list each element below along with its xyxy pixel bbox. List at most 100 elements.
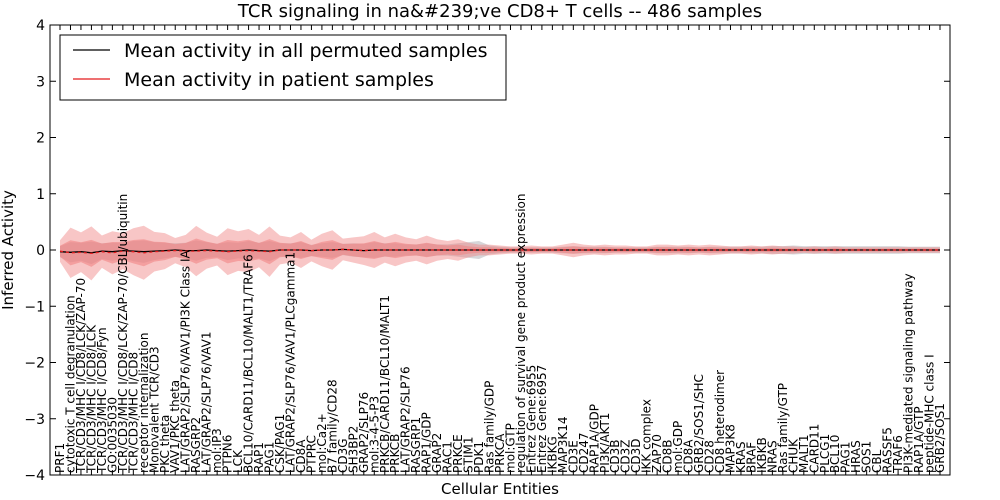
entity-label: NRAS — [765, 440, 779, 473]
entity-label: Monovalent TCR/CD3 — [147, 346, 161, 473]
entity-label: CD3E — [566, 440, 580, 473]
entity-label: PTPN6 — [221, 435, 235, 473]
y-tick-label: −2 — [24, 356, 45, 372]
entity-label: HRAS — [849, 440, 863, 473]
y-tick-label: 4 — [36, 18, 45, 34]
entity-label: TCR/CD3/MHC I/CD8 — [126, 352, 140, 474]
y-tick-label: −1 — [24, 299, 45, 315]
entity-label: CD247 — [577, 432, 591, 473]
entity-label: RAP1 — [252, 442, 266, 473]
y-tick-label: −4 — [24, 468, 45, 484]
entity-label: LAT/GRAP2/SLP76 — [399, 366, 413, 473]
entity-label: LAT/GRAP2/SLP76/VAV1 — [200, 332, 214, 473]
entity-label: TCR/CD3/MHC I/CD8/Fyn — [95, 327, 109, 474]
entity-label: PAG1 — [263, 442, 277, 473]
entity-label: Entrez Gene:6955 — [524, 365, 538, 473]
entity-label: PTPRC — [304, 435, 318, 473]
entity-label: cytotoxic T cell degranulation — [64, 295, 78, 473]
legend-permuted-label: Mean activity in all permuted samples — [124, 40, 487, 62]
entity-label: receptor internalization — [137, 333, 151, 473]
chart-title: TCR signaling in na&#239;ve CD8+ T cells… — [237, 1, 762, 22]
entity-label: BCL10 — [828, 435, 842, 473]
entity-label: TCR/CD3/MHC I/CD8/LCK/ZAP-70 — [74, 278, 88, 474]
entity-label: PRKCA — [493, 433, 507, 473]
entity-label: RAP1A/GTP — [912, 406, 926, 473]
entity-label: CD3B — [608, 440, 622, 474]
y-axis-label: Inferred Activity — [0, 190, 17, 310]
entity-label: Entrez Gene:6957 — [535, 365, 549, 473]
entity-label: PAG1 — [839, 442, 853, 473]
entity-label: RASGRP1 — [409, 417, 423, 473]
y-tick-label: 2 — [36, 131, 45, 147]
entity-label: CD3G — [336, 438, 350, 473]
legend-box — [59, 34, 507, 101]
entity-label: GO:0035030 — [105, 397, 119, 473]
entity-label: CD3Z — [619, 440, 633, 473]
entity-label: MAP3K14 — [556, 416, 570, 473]
y-tick-label: 0 — [36, 243, 45, 259]
entity-label: CD8A — [294, 439, 308, 473]
entity-label: RAC1 — [441, 441, 455, 473]
entity-label: BCL10/CARD11/BCL10/MALT1/TRAF6 — [242, 254, 256, 473]
entity-label: RASSF5 — [881, 427, 895, 473]
entity-label: mol:GTP — [504, 423, 518, 473]
entity-label: ZAP70 — [650, 434, 664, 473]
y-tick-label: 3 — [36, 74, 45, 90]
entity-label: VAV1/PKC theta — [168, 380, 182, 473]
entity-label: CHUK — [786, 438, 800, 473]
entity-label: IKBKG — [545, 436, 559, 473]
entity-label: GRB2/SOS1 — [933, 403, 947, 473]
entity-label: CD28 — [703, 440, 717, 473]
entity-label: IKBKB — [755, 437, 769, 473]
entity-label: PDK1 — [472, 441, 486, 473]
entity-label: PLCG1 — [818, 434, 832, 473]
entity-label: PRKCB/CARD11/BCL10/MALT1 — [378, 295, 392, 473]
entity-label: CD8B — [661, 440, 675, 474]
entity-label: SOS1 — [860, 441, 874, 473]
y-tick-label: −3 — [24, 412, 45, 428]
entity-label: PRKCE — [451, 434, 465, 473]
entity-label: PI3K/AKT1 — [598, 413, 612, 473]
entity-label: CD3D — [629, 439, 643, 474]
entity-label: PI3K-mediated signaling pathway — [902, 273, 916, 473]
entity-label: TCR/CD3/MHC I/CD8/LCK — [84, 324, 98, 474]
entity-label: CD8A — [682, 439, 696, 473]
entity-label: CBL — [870, 449, 884, 473]
entity-label: LAT/GRAP2/SLP76/VAV1/PI3K Class IA — [179, 249, 193, 473]
entity-label: CARD11 — [807, 424, 821, 473]
entity-label: TRAF6 — [891, 435, 905, 474]
entity-label: STIM1 — [462, 437, 476, 473]
entity-label: mol:Ca2+ — [315, 413, 329, 473]
entity-label: PRF1 — [53, 443, 67, 473]
entity-label: LCK — [231, 449, 245, 473]
x-axis-label: Cellular Entities — [441, 480, 559, 498]
entity-label: mol:GDP — [671, 421, 685, 473]
entity-label: mol:3-4-5-P3 — [367, 396, 381, 473]
entity-label: PKC theta — [158, 415, 172, 473]
entity-label: MAP3K8 — [724, 424, 738, 473]
entity-label: mol:IP3 — [210, 428, 224, 473]
y-tick-label: 1 — [36, 187, 45, 203]
entity-label: RAP1A/GDP — [587, 404, 601, 473]
series-line-patient — [59, 248, 940, 255]
entity-label: GRB2/SOS1/SHC — [692, 374, 706, 473]
patient-band-outer — [60, 225, 940, 281]
entity-label: regulation of survival gene product expr… — [514, 194, 528, 473]
patient-band-inner — [60, 238, 940, 267]
entity-label: Ras family/GTP — [776, 383, 790, 473]
entity-label: RASGRP2 — [189, 417, 203, 473]
entity-label: CD8 heterodimer — [713, 370, 727, 473]
plot-frame — [49, 24, 951, 476]
entity-label: GRAP2/SLP76 — [357, 392, 371, 473]
entity-label: BRAF — [744, 442, 758, 473]
entity-label: KRAS — [734, 441, 748, 473]
entity-label: SH3BP2 — [346, 426, 360, 473]
entity-label: IKK complex — [640, 399, 654, 473]
entity-label: Ras family/GDP — [483, 381, 497, 473]
entity-label: GRAP2 — [430, 433, 444, 473]
legend-patient-label: Mean activity in patient samples — [124, 69, 434, 91]
entity-label: MALT1 — [797, 434, 811, 473]
entity-label: peptide-MHC class I — [923, 354, 937, 473]
